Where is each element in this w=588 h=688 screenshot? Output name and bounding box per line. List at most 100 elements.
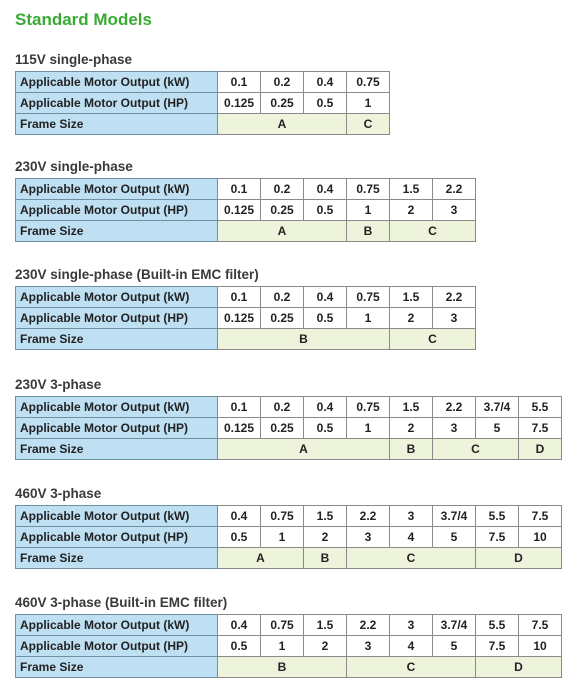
table-body: Applicable Motor Output (kW) 0.1 0.2 0.4 0.7… <box>15 396 562 460</box>
cell: 0.125 <box>217 417 261 439</box>
frame-cell: B <box>217 328 390 350</box>
spec-table: Applicable Motor Output (kW) 0.1 0.2 0.4 0.7… <box>15 178 476 242</box>
cell: 7.5 <box>518 417 562 439</box>
section: 115V single-phase Applicable Motor Output… <box>15 52 390 135</box>
frame-cell: B <box>217 656 347 678</box>
cell: 1 <box>346 199 390 221</box>
cell: 7.5 <box>475 526 519 548</box>
frame-cell: C <box>389 328 476 350</box>
frame-cell: B <box>346 220 390 242</box>
table-body: Applicable Motor Output (kW) 0.4 0.75 1.5 2.… <box>15 505 562 569</box>
cell: 0.25 <box>260 199 304 221</box>
cell: 1 <box>260 635 304 657</box>
cell: 2 <box>389 417 433 439</box>
cell: 3 <box>389 614 433 636</box>
cell: 0.1 <box>217 286 261 308</box>
cell: 0.2 <box>260 286 304 308</box>
section-heading: 460V 3-phase (Built-in EMC filter) <box>15 595 228 610</box>
cell: 5 <box>432 526 476 548</box>
frame-cell: A <box>217 113 347 135</box>
frame-row: Frame Size B C D <box>15 656 562 678</box>
table-body: Applicable Motor Output (kW) 0.1 0.2 0.4 0.7… <box>15 286 476 350</box>
cell: 3.7/4 <box>475 396 519 418</box>
row-label: Applicable Motor Output (kW) <box>15 614 218 636</box>
section-heading: 230V 3-phase <box>15 377 102 392</box>
cell: 0.25 <box>260 307 304 329</box>
row-label: Frame Size <box>15 656 218 678</box>
cell: 0.4 <box>303 286 347 308</box>
cell: 3 <box>432 199 476 221</box>
cell: 2 <box>389 307 433 329</box>
cell: 3.7/4 <box>432 505 476 527</box>
table-row: Applicable Motor Output (kW) 0.1 0.2 0.4 0.7… <box>15 396 562 418</box>
cell: 0.75 <box>346 71 390 93</box>
cell: 5 <box>475 417 519 439</box>
cell: 0.75 <box>346 178 390 200</box>
cell: 0.25 <box>260 92 304 114</box>
cell: 3 <box>346 635 390 657</box>
cell: 3 <box>346 526 390 548</box>
table-row: Applicable Motor Output (HP) 0.125 0.25 0.5… <box>15 92 390 114</box>
section: 460V 3-phase (Built-in EMC filter) Applic… <box>15 595 562 678</box>
cell: 0.2 <box>260 71 304 93</box>
table-row: Applicable Motor Output (HP) 0.5 1 2 3 4 5 7.5 1… <box>15 526 562 548</box>
cell: 0.4 <box>217 614 261 636</box>
cell: 2.2 <box>346 505 390 527</box>
cell: 1 <box>346 92 390 114</box>
cell: 10 <box>518 635 562 657</box>
cell: 0.4 <box>303 178 347 200</box>
cell: 0.75 <box>346 396 390 418</box>
table-row: Applicable Motor Output (HP) 0.125 0.25 0.5… <box>15 199 476 221</box>
frame-row: Frame Size A B C D <box>15 438 562 460</box>
cell: 2 <box>303 635 347 657</box>
frame-cell: C <box>346 113 390 135</box>
cell: 0.1 <box>217 71 261 93</box>
cell: 0.125 <box>217 199 261 221</box>
cell: 2.2 <box>432 396 476 418</box>
row-label: Applicable Motor Output (HP) <box>15 307 218 329</box>
cell: 0.4 <box>217 505 261 527</box>
frame-cell: C <box>346 547 476 569</box>
section-heading: 115V single-phase <box>15 52 133 67</box>
frame-cell: C <box>432 438 519 460</box>
frame-cell: D <box>518 438 562 460</box>
cell: 0.75 <box>346 286 390 308</box>
row-label: Applicable Motor Output (HP) <box>15 635 218 657</box>
table-body: Applicable Motor Output (kW) 0.1 0.2 0.4 0.7… <box>15 71 390 135</box>
section-heading: 460V 3-phase <box>15 486 102 501</box>
section-heading: 230V single-phase <box>15 159 133 174</box>
cell: 7.5 <box>518 505 562 527</box>
spec-table: Applicable Motor Output (kW) 0.1 0.2 0.4 0.7… <box>15 71 390 135</box>
table-row: Applicable Motor Output (HP) 0.125 0.25 0.5… <box>15 307 476 329</box>
page-title: Standard Models <box>15 10 152 29</box>
cell: 0.5 <box>303 307 347 329</box>
row-label: Applicable Motor Output (kW) <box>15 396 218 418</box>
frame-cell: C <box>346 656 476 678</box>
section-heading: 230V single-phase (Built-in EMC filter) <box>15 267 259 282</box>
cell: 0.1 <box>217 396 261 418</box>
row-label: Applicable Motor Output (kW) <box>15 178 218 200</box>
section: 230V 3-phase Applicable Motor Output (kW)… <box>15 377 562 460</box>
spec-table: Applicable Motor Output (kW) 0.1 0.2 0.4 0.7… <box>15 396 562 460</box>
row-label: Frame Size <box>15 220 218 242</box>
cell: 0.125 <box>217 92 261 114</box>
row-label: Applicable Motor Output (HP) <box>15 199 218 221</box>
row-label: Frame Size <box>15 328 218 350</box>
cell: 7.5 <box>518 614 562 636</box>
table-row: Applicable Motor Output (kW) 0.1 0.2 0.4 0.7… <box>15 71 390 93</box>
cell: 5.5 <box>475 505 519 527</box>
table-row: Applicable Motor Output (kW) 0.1 0.2 0.4 0.7… <box>15 178 476 200</box>
frame-cell: A <box>217 438 390 460</box>
table-row: Applicable Motor Output (kW) 0.1 0.2 0.4 0.7… <box>15 286 476 308</box>
frame-cell: A <box>217 547 304 569</box>
cell: 0.75 <box>260 614 304 636</box>
cell: 1 <box>346 417 390 439</box>
section: 460V 3-phase Applicable Motor Output (kW)… <box>15 486 562 569</box>
cell: 5 <box>432 635 476 657</box>
cell: 2 <box>303 526 347 548</box>
frame-cell: A <box>217 220 347 242</box>
spec-table: Applicable Motor Output (kW) 0.4 0.75 1.5 2.… <box>15 614 562 678</box>
cell: 0.4 <box>303 71 347 93</box>
section: 230V single-phase (Built-in EMC filter) A… <box>15 267 476 350</box>
